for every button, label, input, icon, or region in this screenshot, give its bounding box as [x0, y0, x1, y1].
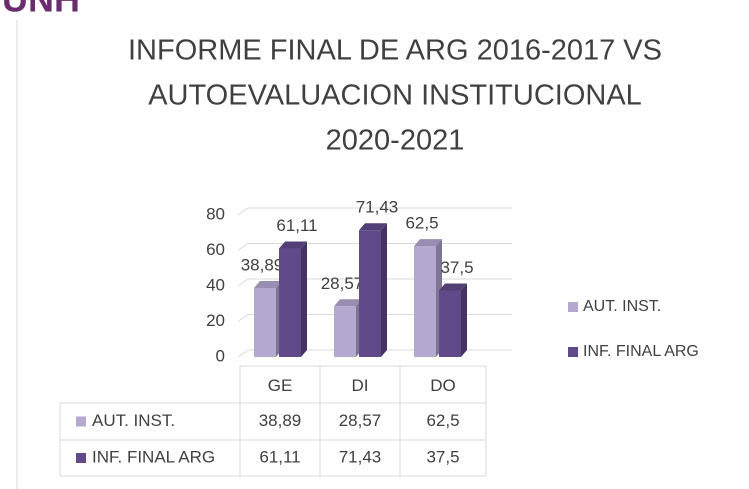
bar-face — [461, 283, 467, 357]
bar-face — [439, 290, 461, 357]
legend-key — [568, 302, 578, 312]
bar-face — [359, 230, 381, 357]
table-cell: 62,5 — [426, 411, 459, 430]
bar — [279, 241, 307, 357]
bar — [254, 280, 282, 357]
bar-face — [414, 246, 436, 357]
legend-key — [568, 347, 578, 357]
bar — [359, 223, 387, 357]
bar — [334, 299, 362, 357]
bar-face — [334, 299, 362, 307]
table-cell: 28,57 — [339, 411, 382, 430]
y-tick-label: 0 — [216, 346, 225, 365]
bar — [414, 239, 442, 357]
table-row-header: INF. FINAL ARG — [92, 447, 215, 466]
y-tick-label: 40 — [206, 275, 225, 294]
data-label: 62,5 — [405, 214, 438, 233]
x-tick-label: GE — [268, 376, 293, 395]
grid-line — [237, 207, 512, 216]
legend-label: INF. FINAL ARG — [583, 343, 699, 360]
table-cell: 61,11 — [259, 447, 300, 466]
chart-title: INFORME FINAL DE ARG 2016-2017 VS — [128, 35, 662, 67]
table-legend-key — [76, 416, 86, 427]
table-legend-key — [76, 453, 86, 463]
table-cell: 37,5 — [426, 447, 459, 466]
legend-label: AUT. INST. — [583, 298, 661, 315]
y-tick-label: 60 — [206, 240, 225, 259]
data-label: 28,57 — [321, 274, 364, 293]
chart-title: 2020-2021 — [326, 125, 465, 157]
x-tick-label: DO — [430, 376, 456, 395]
table-cell: 71,43 — [339, 447, 382, 466]
logo: UNH — [2, 0, 80, 20]
chart-title: AUTOEVALUACION INSTITUCIONAL — [148, 80, 642, 112]
bar-face — [301, 241, 307, 357]
data-label: 37,5 — [440, 258, 473, 277]
y-tick-label: 20 — [206, 311, 225, 330]
x-tick-label: DI — [352, 376, 369, 395]
bar-face — [279, 241, 307, 249]
bar — [439, 283, 467, 357]
table-cell: 38,89 — [259, 411, 302, 430]
data-label: 71,43 — [356, 198, 399, 217]
bar-face — [254, 280, 282, 288]
bar-face — [334, 306, 356, 357]
y-tick-label: 80 — [206, 204, 225, 223]
data-label: 61,11 — [276, 216, 317, 235]
bar-face — [359, 223, 387, 231]
bar-face — [254, 287, 276, 357]
bar-face — [381, 223, 387, 357]
bar-face — [414, 239, 442, 247]
bar-face — [279, 248, 301, 357]
data-label: 38,89 — [241, 255, 284, 274]
bar-face — [439, 283, 467, 291]
table-row-header: AUT. INST. — [92, 411, 175, 430]
